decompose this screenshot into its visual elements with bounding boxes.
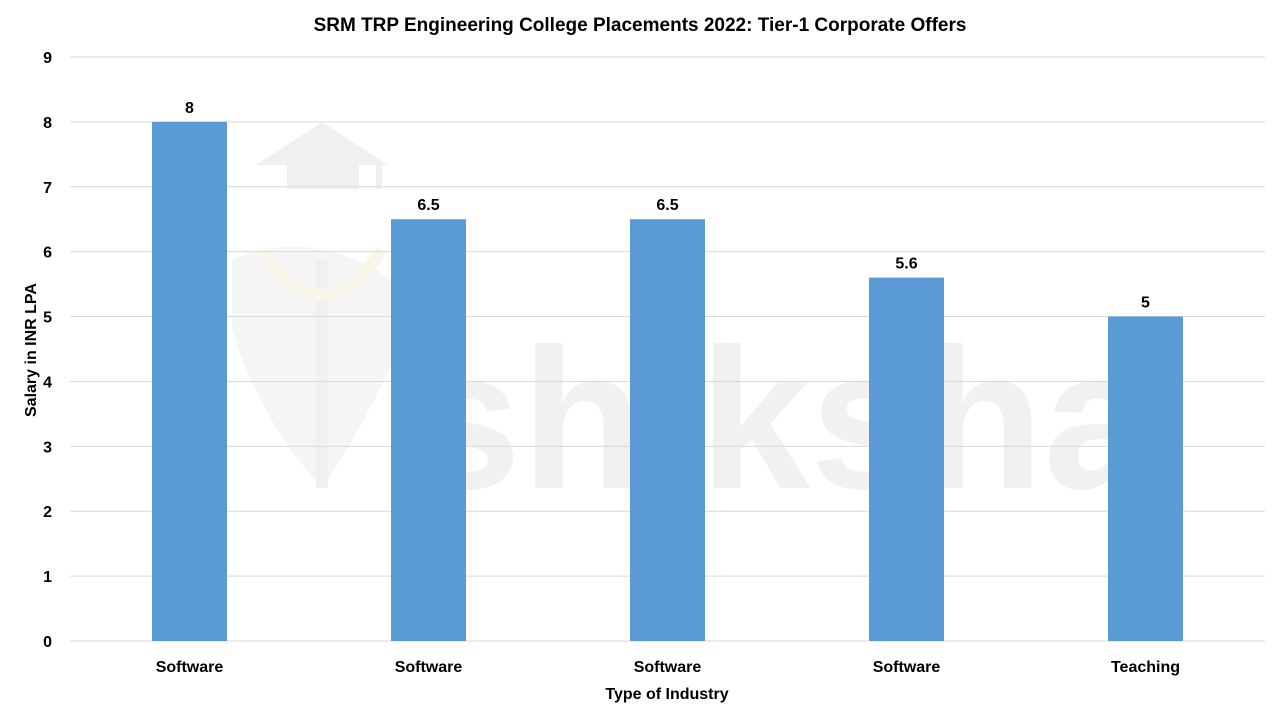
- data-label: 6.5: [656, 197, 678, 214]
- y-tick-label: 7: [43, 180, 52, 197]
- y-axis-ticks: 0 1 2 3 4 5 6 7 8 9: [43, 50, 52, 651]
- y-tick-label: 9: [43, 50, 52, 67]
- data-label: 5.6: [895, 256, 917, 273]
- y-tick-label: 4: [43, 374, 52, 391]
- y-tick-label: 8: [43, 115, 52, 132]
- y-tick-label: 0: [43, 634, 52, 651]
- watermark: shiksha: [232, 122, 1157, 531]
- y-tick-label: 2: [43, 504, 52, 521]
- data-label: 5: [1141, 295, 1150, 312]
- data-labels: 8 6.5 6.5 5.6 5: [185, 100, 1150, 312]
- x-axis-label: Type of Industry: [605, 686, 728, 703]
- y-tick-label: 3: [43, 439, 52, 456]
- chart-title: SRM TRP Engineering College Placements 2…: [314, 15, 967, 36]
- x-category-label: Software: [873, 659, 941, 676]
- y-axis-label: Salary in INR LPA: [23, 283, 40, 417]
- y-tick-label: 5: [43, 310, 52, 327]
- bar: [630, 219, 705, 641]
- y-tick-label: 6: [43, 245, 52, 262]
- bar: [869, 277, 944, 641]
- y-tick-label: 1: [43, 569, 52, 586]
- x-category-label: Teaching: [1111, 659, 1180, 676]
- x-category-label: Software: [156, 659, 224, 676]
- watermark-text: shiksha: [410, 308, 1157, 531]
- data-label: 6.5: [417, 197, 439, 214]
- x-category-label: Software: [634, 659, 702, 676]
- data-label: 8: [185, 100, 194, 117]
- bar: [1108, 316, 1183, 641]
- bars: [152, 121, 1183, 641]
- bar: [391, 219, 466, 641]
- x-axis-categories: Software Software Software Software Teaching: [156, 659, 1180, 676]
- x-category-label: Software: [395, 659, 463, 676]
- bar: [152, 121, 227, 641]
